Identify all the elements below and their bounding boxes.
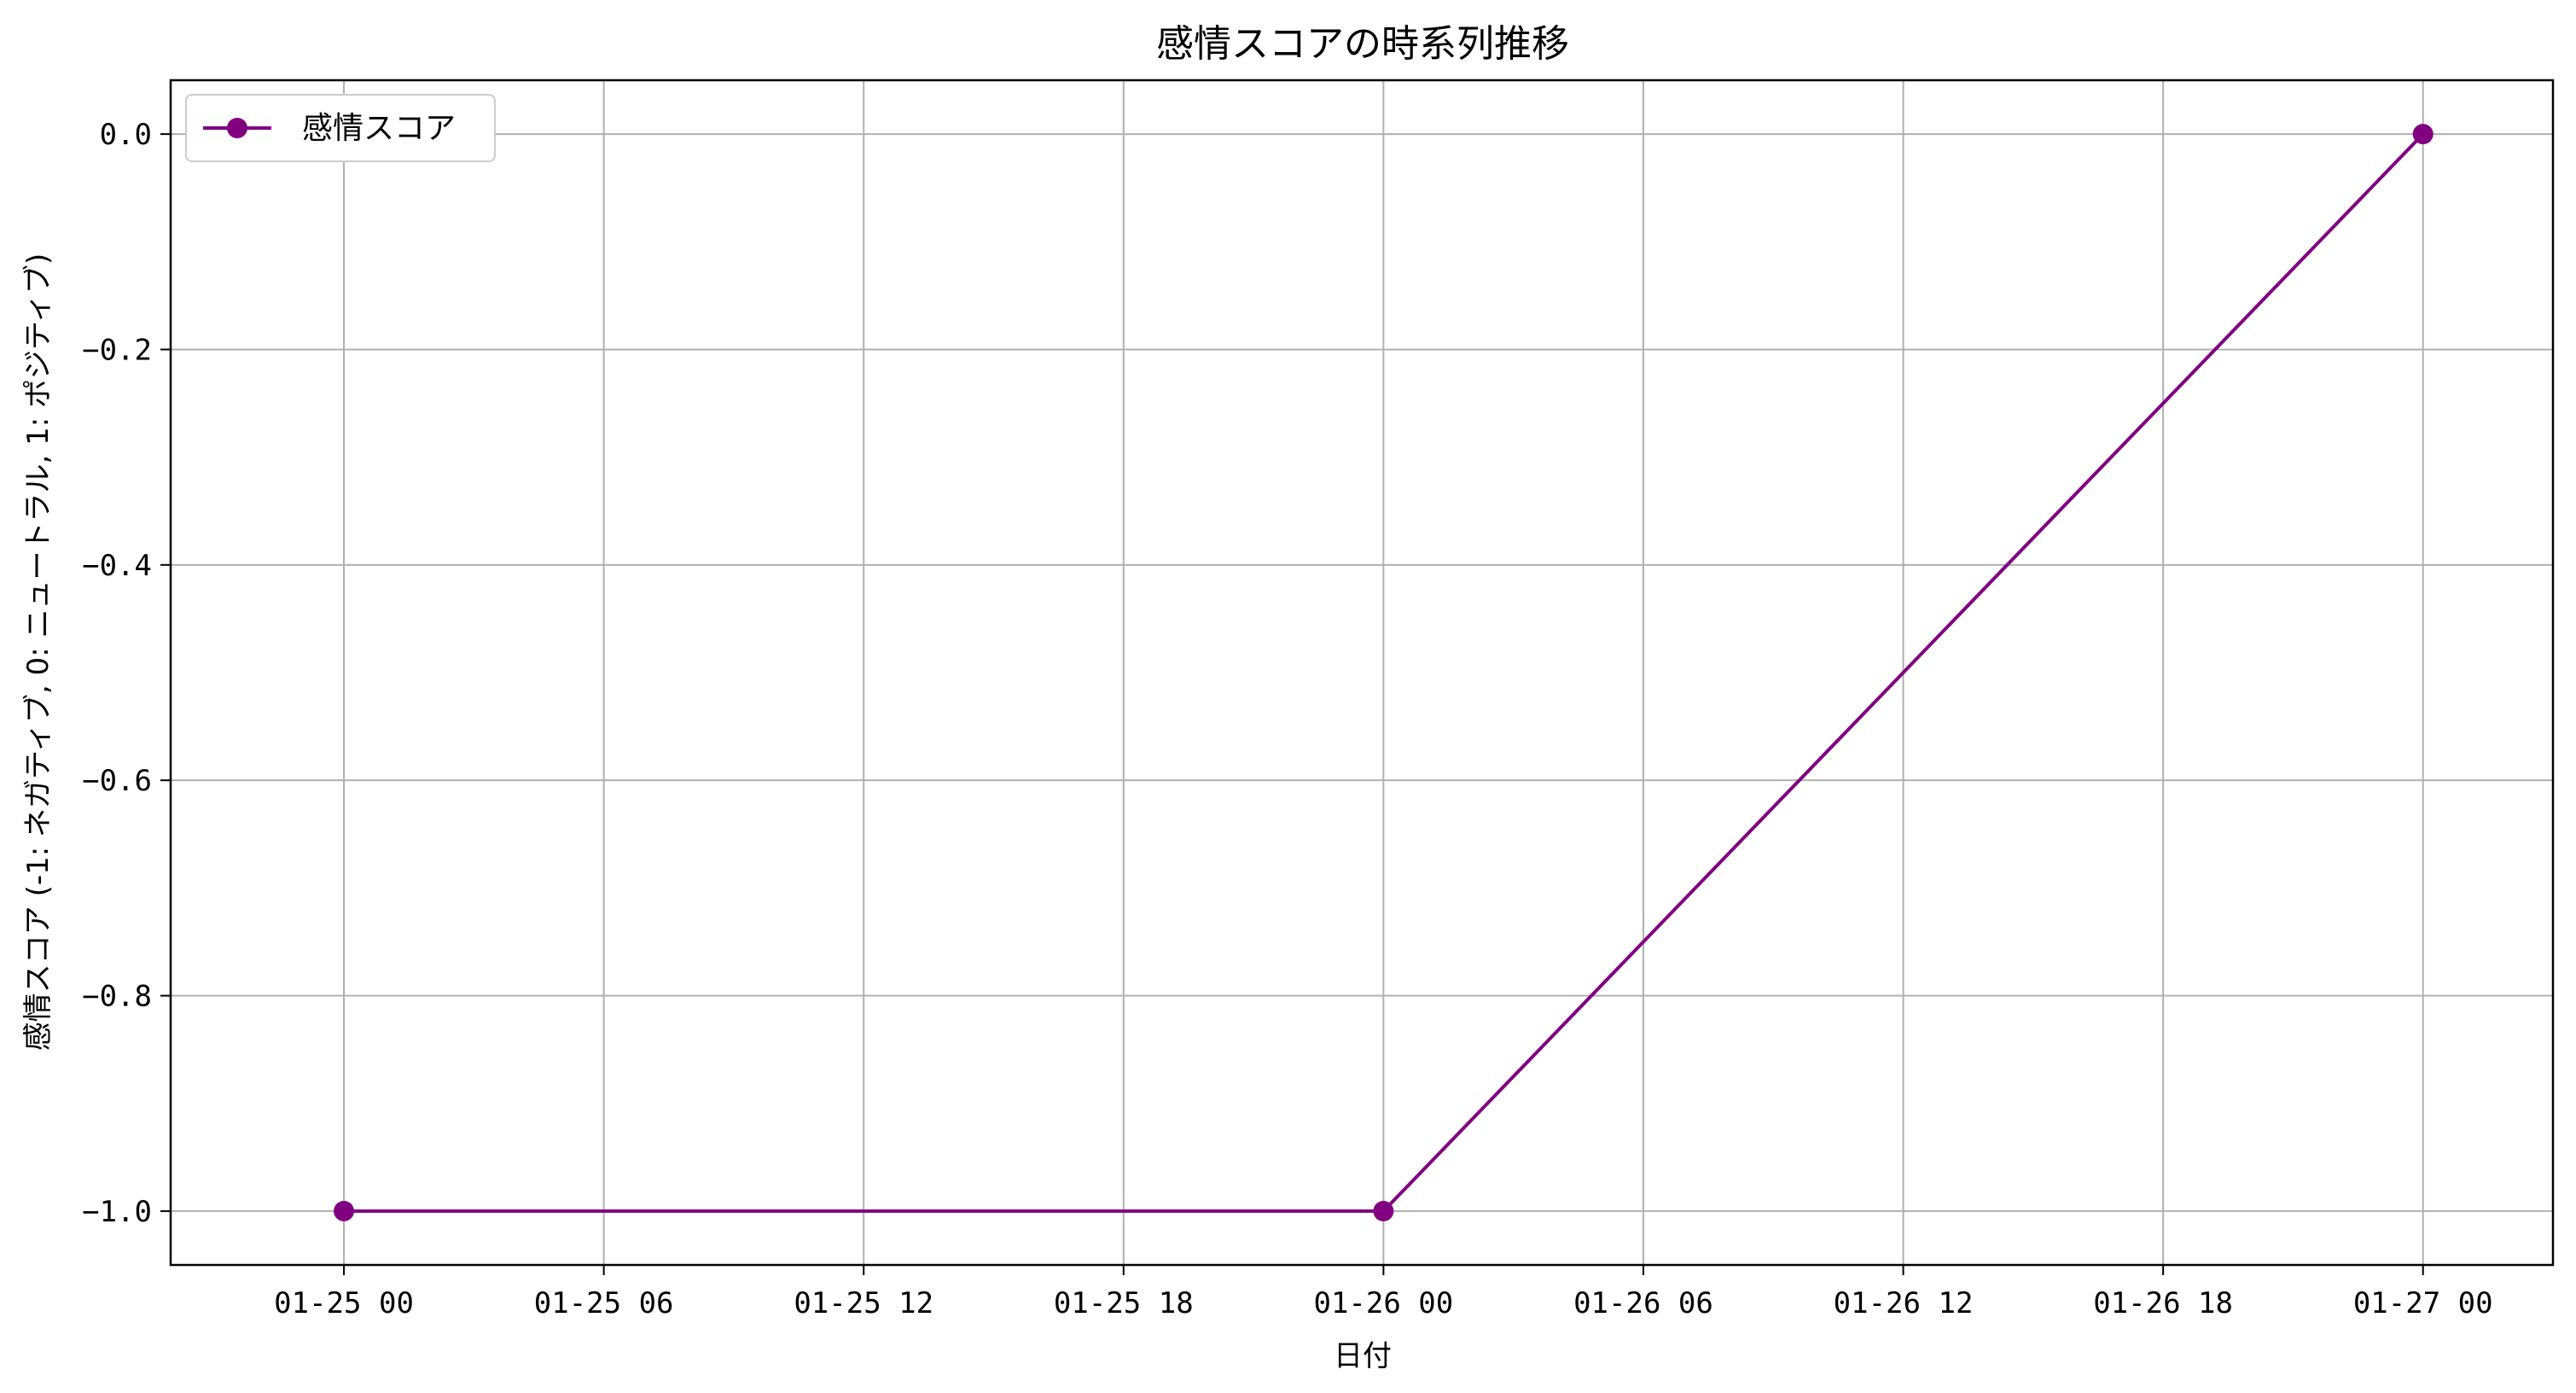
x-tick-label: 01-26 06 bbox=[1573, 1286, 1713, 1320]
x-tick-label: 01-26 12 bbox=[1834, 1286, 1974, 1320]
data-point bbox=[2412, 124, 2434, 145]
y-tick-label: −0.2 bbox=[82, 333, 152, 367]
x-tick-label: 01-26 18 bbox=[2093, 1286, 2233, 1320]
legend-label: 感情スコア bbox=[302, 111, 456, 146]
legend-marker-swatch bbox=[227, 118, 247, 138]
y-tick-label: −0.8 bbox=[82, 980, 152, 1014]
plot-frame bbox=[169, 79, 2555, 1267]
x-tick-label: 01-25 00 bbox=[274, 1286, 414, 1320]
x-tick-label: 01-25 18 bbox=[1054, 1286, 1194, 1320]
y-tick-label: −0.6 bbox=[82, 764, 152, 798]
y-tick-label: −0.4 bbox=[82, 549, 152, 583]
legend: 感情スコア bbox=[185, 94, 496, 162]
axis-ticks: 01-25 00 01-25 06 01-25 12 01-25 18 01-26 00… bbox=[82, 118, 2492, 1320]
x-tick-label: 01-25 06 bbox=[534, 1286, 674, 1320]
x-tick-label: 01-27 00 bbox=[2353, 1286, 2493, 1320]
legend-box bbox=[185, 94, 496, 162]
x-tick-label: 01-25 12 bbox=[794, 1286, 933, 1320]
y-axis-label: 感情スコア (-1: ネガティブ, 0: ニュートラル, 1: ポジティブ) bbox=[21, 254, 55, 1051]
x-tick-label: 01-26 00 bbox=[1313, 1286, 1453, 1320]
x-axis-label: 日付 bbox=[1334, 1339, 1392, 1373]
data-point bbox=[334, 1200, 355, 1221]
data-point bbox=[1373, 1200, 1394, 1221]
y-tick-label: 0.0 bbox=[100, 118, 152, 152]
y-tick-label: −1.0 bbox=[82, 1195, 152, 1229]
series-layer bbox=[334, 124, 2434, 1221]
grid-lines bbox=[171, 80, 2553, 1265]
chart-title: 感情スコアの時系列推移 bbox=[1156, 22, 1569, 66]
